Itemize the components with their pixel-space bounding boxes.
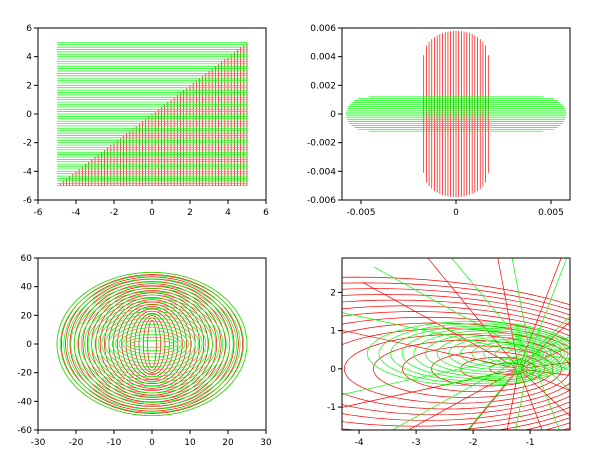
y-tick-label: -4 (23, 167, 32, 177)
x-tick-label: -1 (526, 438, 535, 448)
red-ray (522, 369, 610, 394)
y-tick-label: 0 (330, 365, 336, 375)
y-tick-label: 0.006 (310, 24, 336, 34)
green-ray (531, 222, 581, 352)
x-tick-label: 0.005 (538, 208, 564, 218)
red-ray (521, 296, 610, 368)
y-tick-label: -2 (23, 139, 32, 149)
x-tick-label: -4 (355, 438, 364, 448)
x-tick-label: -3 (412, 438, 421, 448)
plot-area (54, 219, 610, 460)
y-tick-label: 40 (21, 283, 33, 293)
plot-area (346, 31, 566, 197)
x-tick-label: -6 (34, 208, 43, 218)
red-curve (152, 320, 156, 368)
x-tick-label: -20 (69, 438, 84, 448)
x-tick-label: 0 (453, 208, 459, 218)
x-tick-label: 4 (225, 208, 231, 218)
x-tick-label: 20 (222, 438, 234, 448)
y-tick-label: 0 (26, 340, 32, 350)
y-tick-label: 0.002 (310, 81, 336, 91)
x-tick-label: 10 (184, 438, 196, 448)
x-tick-label: 6 (263, 208, 269, 218)
y-tick-label: 0.004 (310, 53, 336, 63)
x-tick-label: -2 (469, 438, 478, 448)
y-tick-label: -60 (17, 426, 32, 436)
y-tick-label: 20 (21, 311, 33, 321)
green-curve (518, 351, 533, 356)
y-tick-label: -1 (327, 403, 336, 413)
chart-panel-2: -0.005 0 0.005 -0.006 -0.004 -0.002 0 0.002 0.00… (307, 24, 570, 218)
y-tick-label: -6 (23, 196, 32, 206)
x-tick-label: 0 (149, 438, 155, 448)
red-curve (152, 279, 234, 409)
plot-area (57, 272, 247, 415)
green-curve (152, 341, 174, 348)
y-tick-label: -0.006 (307, 196, 336, 206)
x-tick-label: -2 (110, 208, 119, 218)
y-tick-label: 0 (26, 110, 32, 120)
plot-area (57, 42, 247, 185)
y-tick-label: 2 (330, 288, 336, 298)
red-ray (521, 370, 610, 442)
green-curve (391, 326, 572, 381)
y-tick-label: 6 (26, 24, 32, 34)
y-tick-label: 2 (26, 81, 32, 91)
series-green (57, 42, 247, 185)
chart-panel-1: -6 -4 -2 0 2 4 6 -6 -4 -2 0 2 4 6 (23, 24, 269, 218)
y-tick-label: -20 (17, 369, 32, 379)
y-tick-label: -0.002 (307, 139, 336, 149)
x-tick-label: 0 (149, 208, 155, 218)
green-curve (437, 335, 557, 372)
x-tick-label: 2 (187, 208, 193, 218)
x-tick-label: -4 (72, 208, 81, 218)
y-tick-label: -40 (17, 397, 32, 407)
green-curve (130, 341, 152, 348)
green-ray (532, 355, 610, 460)
y-tick-label: -0.004 (307, 167, 336, 177)
green-curve (379, 324, 575, 384)
y-tick-label: 60 (21, 254, 33, 264)
x-tick-label: -10 (107, 438, 122, 448)
y-tick-label: 0 (330, 110, 336, 120)
green-ray (338, 354, 528, 395)
y-tick-label: 4 (26, 53, 32, 63)
green-curve (152, 328, 188, 361)
x-tick-label: 30 (260, 438, 272, 448)
red-curve (70, 279, 152, 409)
x-tick-label: -0.005 (346, 208, 375, 218)
green-curve (116, 328, 152, 361)
chart-panel-3: -30 -20 -10 0 10 20 30 -60 -40 -20 0 20 40 60 (17, 254, 272, 448)
series-green (57, 272, 247, 415)
red-curve (148, 320, 152, 368)
green-ray (374, 355, 528, 440)
red-curve (199, 306, 610, 432)
red-ray (326, 369, 516, 410)
green-curve (425, 333, 560, 374)
series-red (57, 272, 247, 415)
green-curve (414, 331, 564, 377)
y-tick-label: 1 (330, 327, 336, 337)
x-tick-label: -30 (31, 438, 46, 448)
